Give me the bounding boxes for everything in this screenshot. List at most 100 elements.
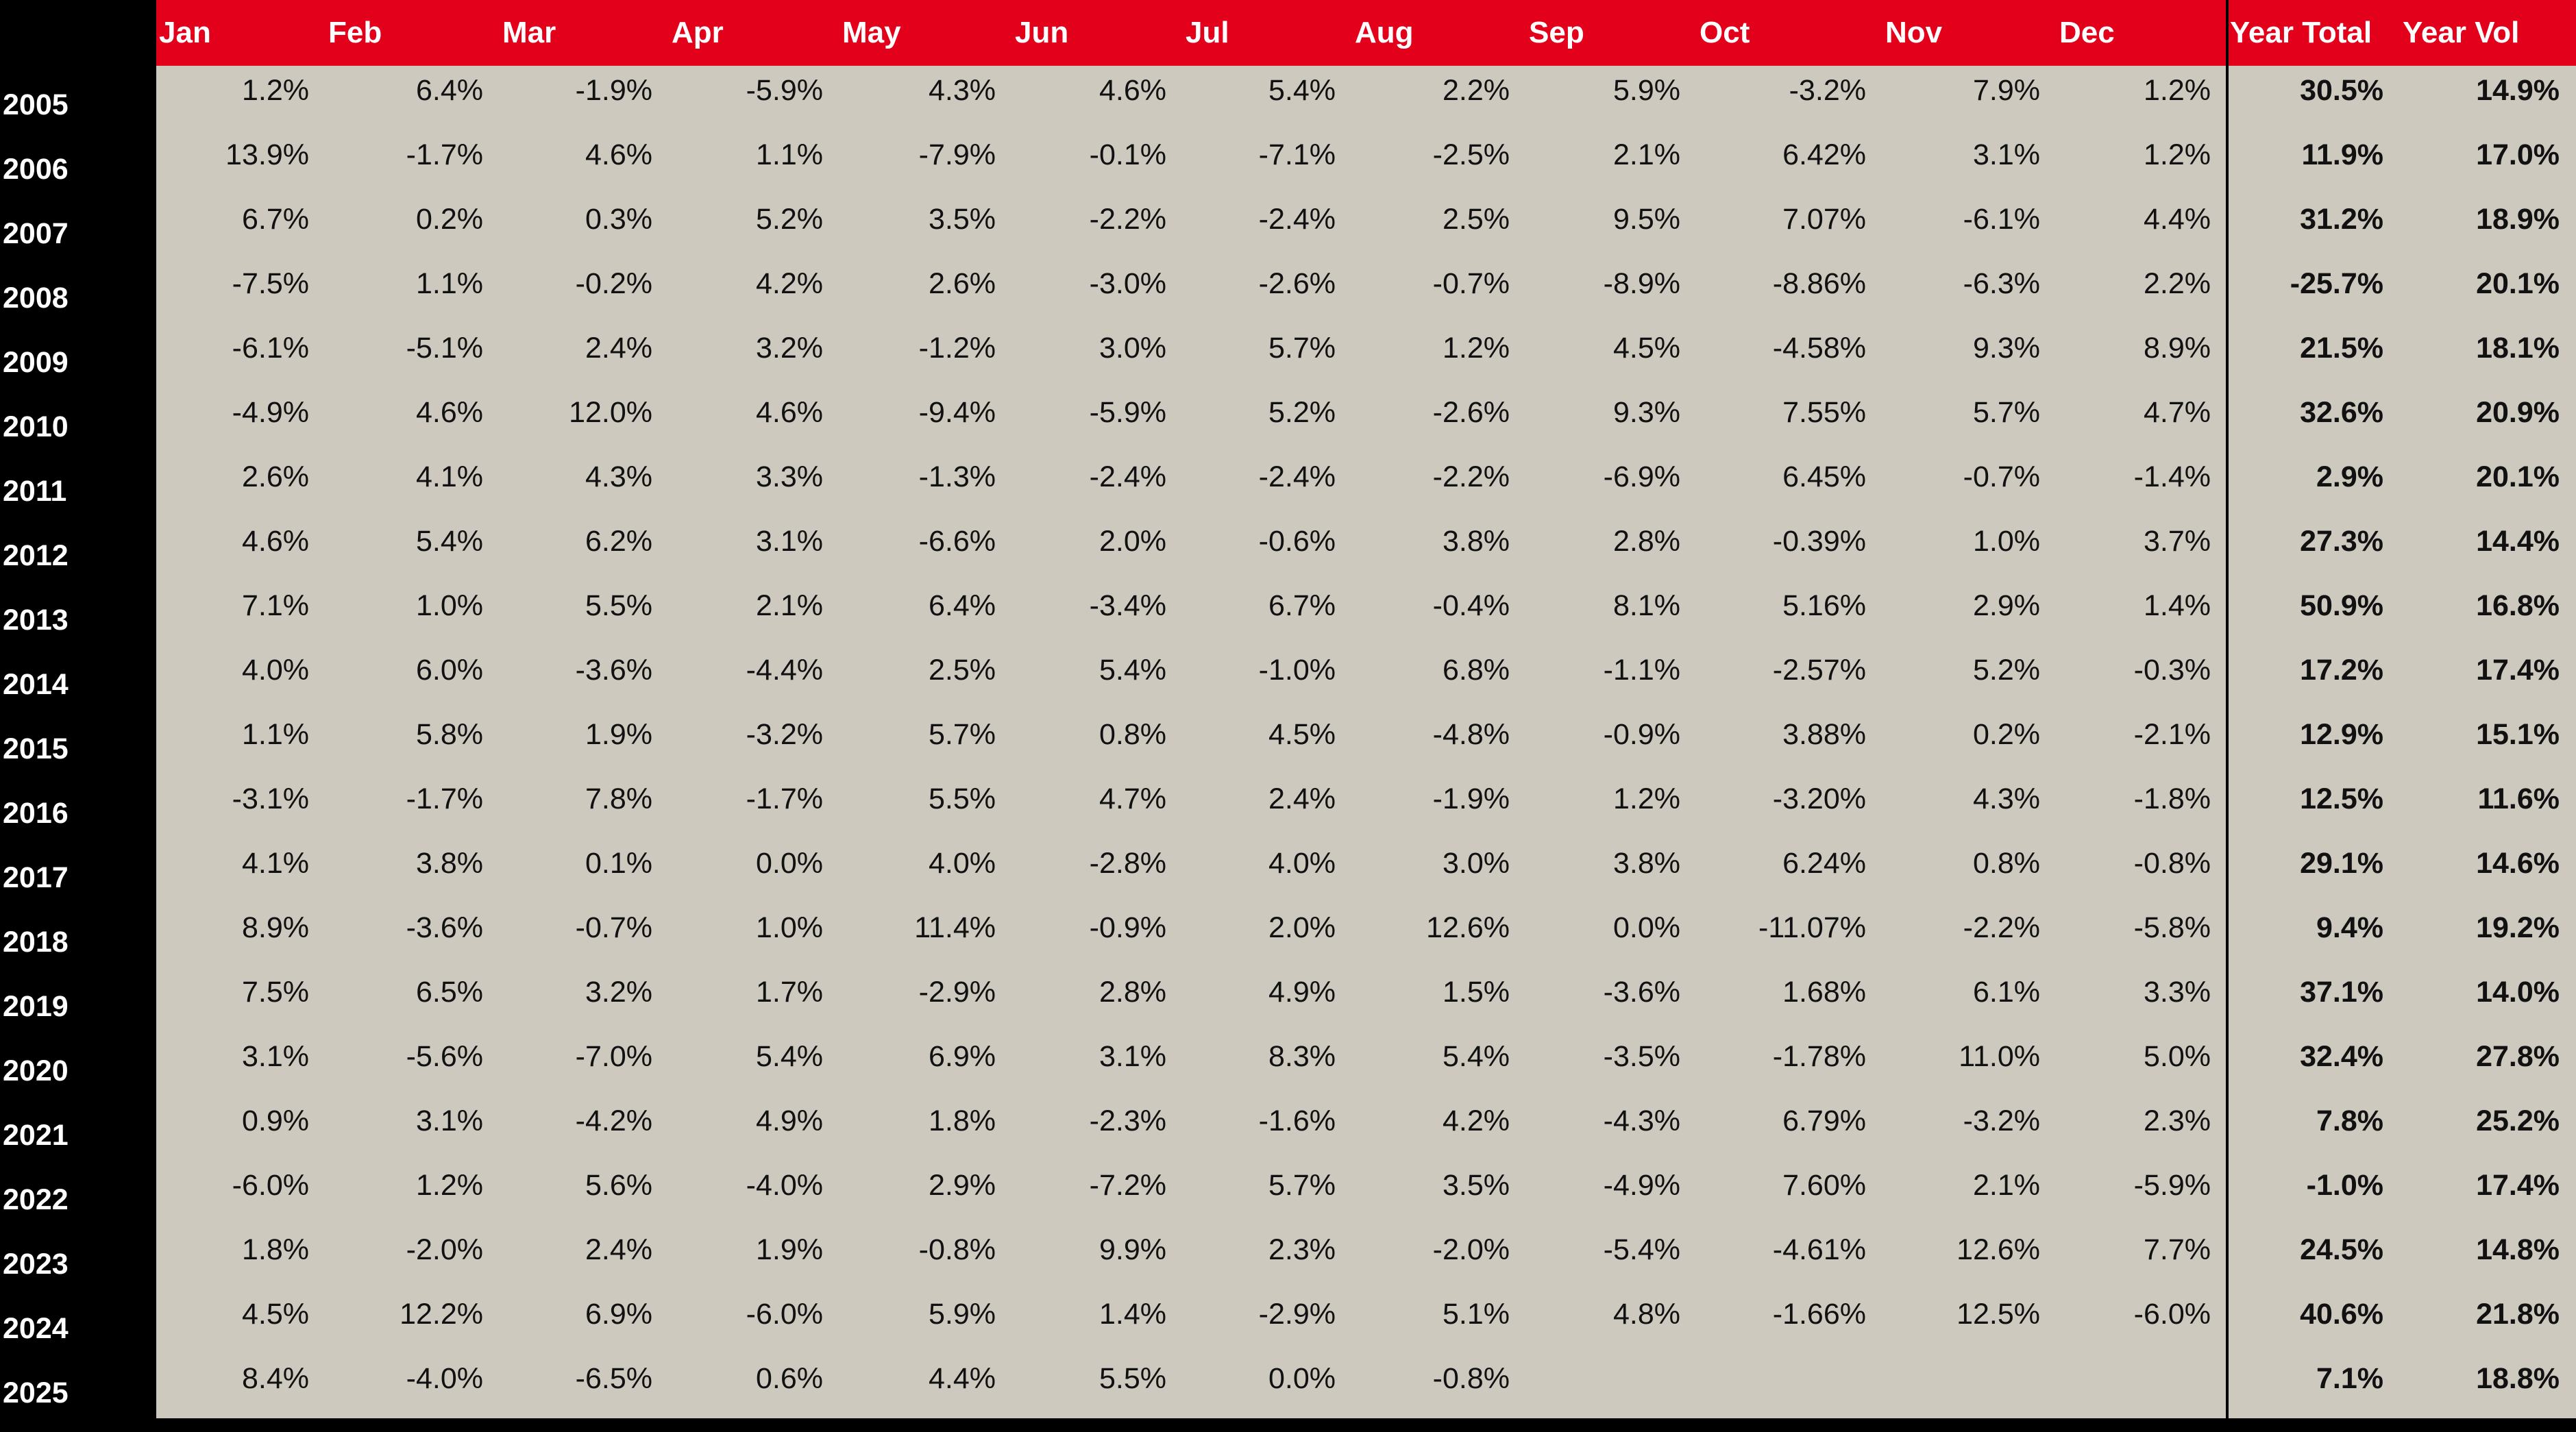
return-cell: 2.4% (585, 1233, 652, 1266)
return-cell: 4.7% (1099, 782, 1166, 815)
return-cell: 6.24% (1782, 847, 1866, 880)
return-cell: -4.0% (746, 1169, 823, 1202)
return-cell: 0.0% (1268, 1362, 1336, 1395)
summary-cell: 18.8% (2476, 1362, 2560, 1395)
row-year: 2008 (3, 282, 69, 314)
return-cell: 1.4% (2143, 589, 2211, 622)
return-cell: -2.5% (1432, 138, 1510, 171)
return-cell: 3.3% (755, 460, 823, 493)
return-cell: -0.6% (1258, 525, 1336, 558)
return-cell: -1.0% (1258, 654, 1336, 687)
row-year: 2021 (3, 1119, 69, 1152)
return-cell: 5.2% (1268, 396, 1336, 429)
summary-cell: 14.9% (2476, 74, 2560, 107)
return-cell: -2.9% (1258, 1298, 1336, 1331)
return-cell: -8.86% (1772, 267, 1866, 300)
return-cell: 3.8% (1442, 525, 1510, 558)
return-cell: 6.9% (928, 1040, 996, 1073)
return-cell: -0.9% (1603, 718, 1680, 751)
return-cell: -2.2% (1963, 911, 2040, 944)
return-cell: 1.2% (2143, 74, 2211, 107)
return-cell: 1.4% (1099, 1298, 1166, 1331)
return-cell: -5.4% (1603, 1233, 1680, 1266)
return-cell: -3.6% (575, 654, 652, 687)
return-cell: -1.2% (918, 332, 996, 365)
table-body (156, 66, 2576, 1418)
return-cell: 1.2% (2143, 138, 2211, 171)
return-cell: 2.1% (1972, 1169, 2040, 1202)
return-cell: -6.0% (232, 1169, 309, 1202)
return-cell: 2.6% (241, 460, 309, 493)
return-cell: 7.60% (1782, 1169, 1866, 1202)
return-cell: -2.2% (1432, 460, 1510, 493)
return-cell: -6.0% (746, 1298, 823, 1331)
column-header: Jan (159, 16, 211, 49)
summary-cell: 15.1% (2476, 718, 2560, 751)
return-cell: 1.2% (415, 1169, 483, 1202)
summary-cell: 17.4% (2476, 1169, 2560, 1202)
return-cell: 4.9% (1268, 976, 1336, 1009)
return-cell: -5.9% (746, 74, 823, 107)
return-cell: 7.9% (1972, 74, 2040, 107)
return-cell: -0.2% (575, 267, 652, 300)
return-cell: -4.58% (1772, 332, 1866, 365)
summary-cell: 14.4% (2476, 525, 2560, 558)
return-cell: -2.0% (406, 1233, 483, 1266)
return-cell: 6.9% (585, 1298, 652, 1331)
summary-cell: 31.2% (2300, 203, 2383, 236)
return-cell: 1.8% (928, 1104, 996, 1137)
column-header: May (842, 16, 901, 49)
return-cell: 6.0% (415, 654, 483, 687)
summary-cell: 40.6% (2300, 1298, 2383, 1331)
return-cell: -0.1% (1089, 138, 1166, 171)
return-cell: 8.9% (2143, 332, 2211, 365)
return-cell: 1.0% (415, 589, 483, 622)
summary-cell: 17.2% (2300, 654, 2383, 687)
summary-cell: 12.9% (2300, 718, 2383, 751)
return-cell: -2.0% (1432, 1233, 1510, 1266)
return-cell: 7.1% (241, 589, 309, 622)
return-cell: 5.0% (2143, 1040, 2211, 1073)
return-cell: 5.4% (755, 1040, 823, 1073)
return-cell: -4.9% (232, 396, 309, 429)
return-cell: 4.6% (1099, 74, 1166, 107)
return-cell: 0.2% (415, 203, 483, 236)
return-cell: 1.1% (241, 718, 309, 751)
summary-cell: 17.0% (2476, 138, 2560, 171)
return-cell: 3.0% (1442, 847, 1510, 880)
return-cell: 2.0% (1268, 911, 1336, 944)
return-cell: -7.9% (918, 138, 996, 171)
return-cell: 4.6% (415, 396, 483, 429)
return-cell: 0.8% (1972, 847, 2040, 880)
return-cell: -1.78% (1772, 1040, 1866, 1073)
return-cell: -6.1% (232, 332, 309, 365)
return-cell: -7.5% (232, 267, 309, 300)
return-cell: 2.1% (1612, 138, 1680, 171)
return-cell: 6.5% (415, 976, 483, 1009)
return-cell: 5.5% (585, 589, 652, 622)
return-cell: 0.0% (755, 847, 823, 880)
return-cell: 3.1% (1972, 138, 2040, 171)
return-cell: -6.6% (918, 525, 996, 558)
return-cell: -1.9% (575, 74, 652, 107)
return-cell: 0.8% (1099, 718, 1166, 751)
return-cell: 2.3% (2143, 1104, 2211, 1137)
summary-cell: 20.9% (2476, 396, 2560, 429)
return-cell: 12.2% (400, 1298, 483, 1331)
return-cell: 2.3% (1268, 1233, 1336, 1266)
return-cell: 3.2% (585, 976, 652, 1009)
return-cell: 6.1% (1972, 976, 2040, 1009)
return-cell: -2.3% (1089, 1104, 1166, 1137)
summary-cell: 21.8% (2476, 1298, 2560, 1331)
return-cell: 4.9% (755, 1104, 823, 1137)
row-year: 2025 (3, 1377, 69, 1409)
return-cell: 5.7% (1972, 396, 2040, 429)
return-cell: -3.6% (406, 911, 483, 944)
return-cell: -5.9% (2133, 1169, 2211, 1202)
return-cell: -3.6% (1603, 976, 1680, 1009)
return-cell: -0.8% (1432, 1362, 1510, 1395)
return-cell: 1.8% (241, 1233, 309, 1266)
return-cell: -4.4% (746, 654, 823, 687)
return-cell: 4.6% (241, 525, 309, 558)
return-cell: 1.0% (1972, 525, 2040, 558)
